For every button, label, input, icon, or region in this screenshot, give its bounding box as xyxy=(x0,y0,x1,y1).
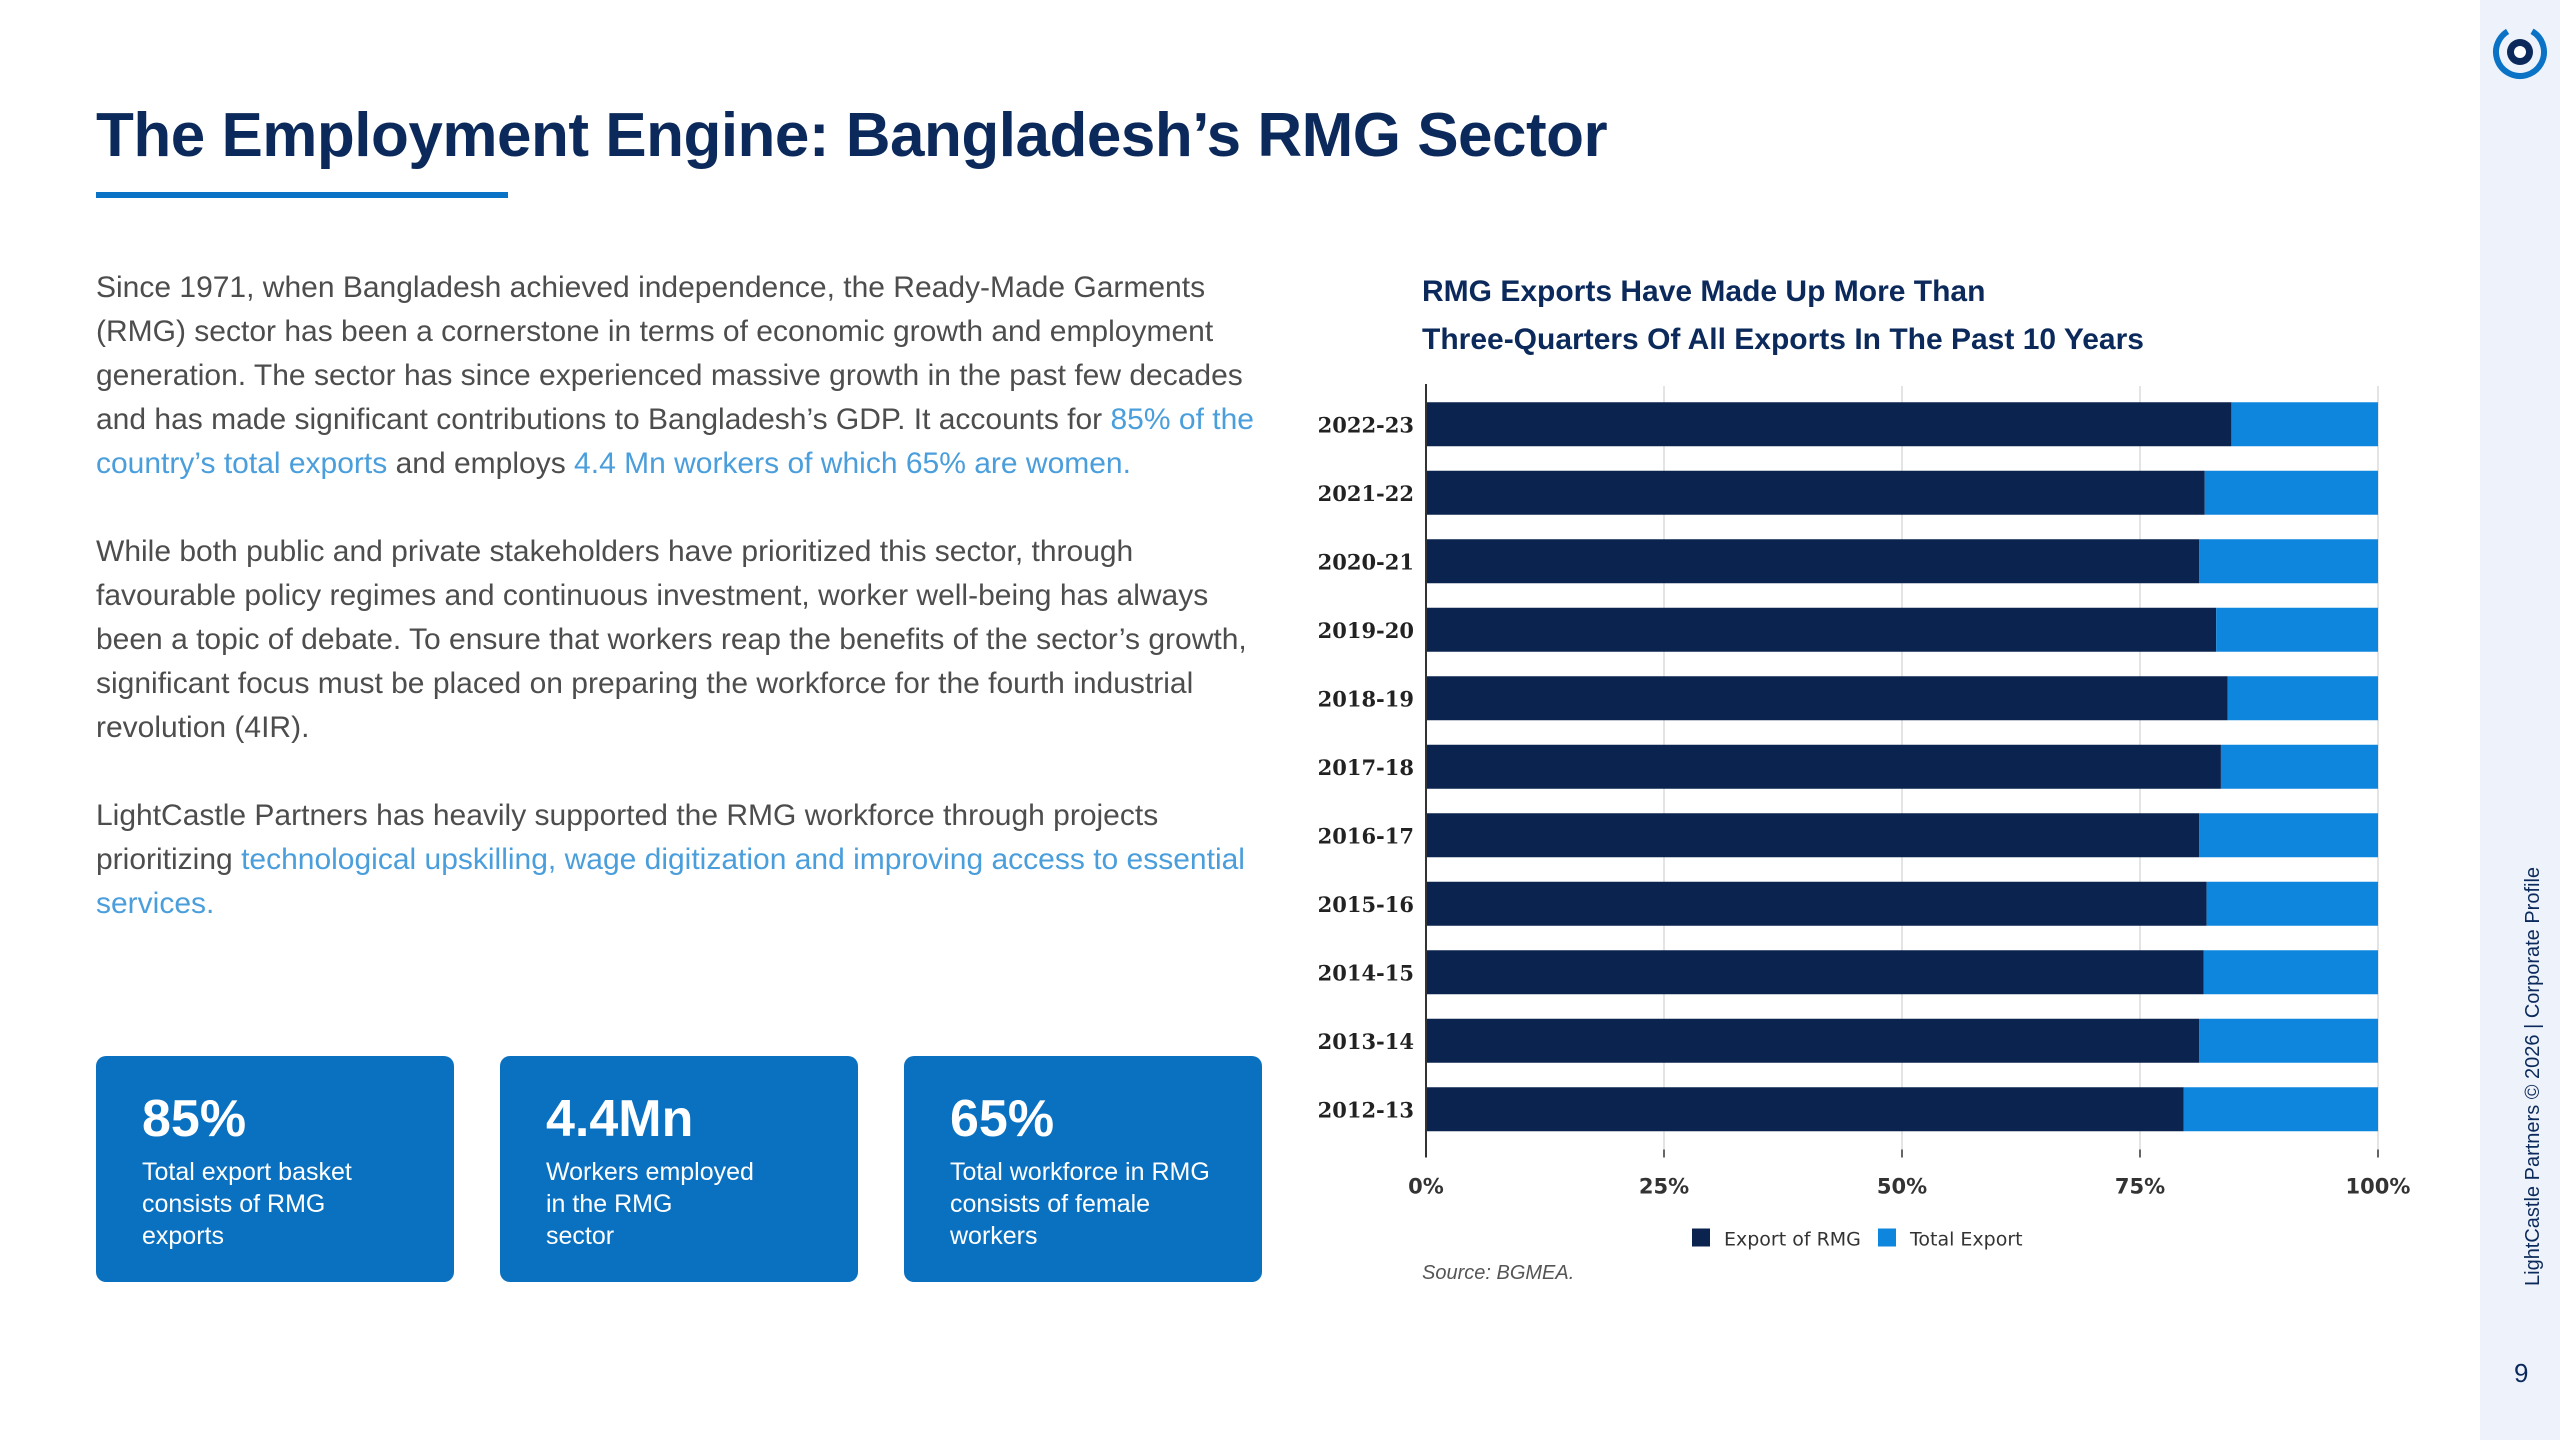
bar-rmg-2014-15 xyxy=(1426,950,2204,995)
bar-total-2021-22 xyxy=(2204,470,2378,515)
bar-total-2018-19 xyxy=(2227,676,2378,721)
bar-total-2022-23 xyxy=(2231,402,2378,447)
lightcastle-logo-icon xyxy=(2493,25,2547,79)
y-tick-label: 2020-21 xyxy=(1318,549,1414,574)
bar-total-2014-15 xyxy=(2203,950,2378,995)
y-tick-label: 2013-14 xyxy=(1318,1029,1414,1054)
stat-value: 4.4Mn xyxy=(546,1090,694,1148)
y-tick-label: 2019-20 xyxy=(1318,618,1414,643)
x-tick-label: 0% xyxy=(1408,1175,1444,1199)
highlight-workers: 4.4 Mn workers of which 65% are women. xyxy=(574,447,1131,480)
y-tick-label: 2021-22 xyxy=(1318,481,1414,506)
paragraph-3-text: LightCastle Partners has heavily support… xyxy=(96,799,1159,876)
paragraph-1-text-b: and employs xyxy=(387,447,575,480)
bar-total-2012-13 xyxy=(2183,1087,2378,1132)
x-tick-label: 100% xyxy=(2346,1175,2411,1199)
bar-total-2015-16 xyxy=(2206,881,2378,926)
paragraph-1-text-a: Since 1971, when Bangladesh achieved ind… xyxy=(96,271,1243,436)
y-tick-label: 2014-15 xyxy=(1318,960,1414,985)
x-tick-label: 75% xyxy=(2115,1175,2165,1199)
y-tick-label: 2018-19 xyxy=(1318,686,1414,711)
chart-title: RMG Exports Have Made Up More Than Three… xyxy=(1422,268,2182,364)
bar-total-2016-17 xyxy=(2199,813,2378,858)
stat-caption: Workers employed in the RMG sector xyxy=(546,1158,754,1250)
bar-rmg-2019-20 xyxy=(1426,607,2217,652)
bar-rmg-2020-21 xyxy=(1426,539,2200,584)
bar-rmg-2016-17 xyxy=(1426,813,2200,858)
legend-label: Total Export xyxy=(1909,1229,2023,1251)
title-underline xyxy=(96,192,508,198)
y-tick-label: 2017-18 xyxy=(1318,755,1414,780)
bar-rmg-2018-19 xyxy=(1426,676,2228,721)
stat-card-exports: 85% Total export basket consists of RMG … xyxy=(96,1056,454,1282)
y-tick-label: 2015-16 xyxy=(1318,892,1414,917)
stat-value: 65% xyxy=(950,1090,1055,1148)
rmg-export-chart: 2022-23 2021-22 2020-21 2019-20 2018-19 2017-… xyxy=(1318,384,2411,1251)
bar-total-2019-20 xyxy=(2216,607,2378,652)
bar-total-2013-14 xyxy=(2199,1018,2378,1063)
paragraph-3: LightCastle Partners has heavily support… xyxy=(96,794,1276,926)
paragraph-2: While both public and private stakeholde… xyxy=(96,535,1247,744)
bar-rmg-2022-23 xyxy=(1426,402,2232,447)
stat-caption: Total export basket consists of RMG expo… xyxy=(142,1158,352,1250)
footer-copyright: LightCastle Partners © 2026 | Corporate … xyxy=(2522,866,2544,1286)
highlight-exports: 85% of the country’s total exports xyxy=(96,403,1254,480)
highlight-projects: technological upskilling, wage digitizat… xyxy=(96,843,1245,920)
bar-rmg-2017-18 xyxy=(1426,744,2221,789)
y-tick-label: 2012-13 xyxy=(1318,1097,1414,1122)
x-tick-label: 50% xyxy=(1877,1175,1927,1199)
y-tick-label: 2022-23 xyxy=(1318,412,1414,437)
paragraph-1: Since 1971, when Bangladesh achieved ind… xyxy=(96,266,1276,486)
legend-swatch-rmg xyxy=(1692,1228,1710,1247)
bar-rmg-2013-14 xyxy=(1426,1018,2200,1063)
legend-swatch-total xyxy=(1878,1228,1896,1247)
page-number: 9 xyxy=(2514,1358,2529,1388)
bar-rmg-2015-16 xyxy=(1426,881,2207,926)
right-sidebar xyxy=(2480,0,2560,1440)
x-tick-label: 25% xyxy=(1639,1175,1689,1199)
legend-label: Export of RMG xyxy=(1724,1229,1861,1251)
page-title: The Employment Engine: Bangladesh’s RMG … xyxy=(96,101,1608,170)
chart-title-line-2: Three-Quarters Of All Exports In The Pas… xyxy=(1422,323,2144,356)
y-tick-label: 2016-17 xyxy=(1318,823,1414,848)
stat-card-women: 65% Total workforce in RMG consists of f… xyxy=(904,1056,1262,1282)
body-text: Since 1971, when Bangladesh achieved ind… xyxy=(96,266,1276,970)
bar-rmg-2012-13 xyxy=(1426,1087,2184,1132)
chart-source: Source: BGMEA. xyxy=(1422,1262,1575,1284)
stat-value: 85% xyxy=(142,1090,247,1148)
stat-card-workers: 4.4Mn Workers employed in the RMG sector xyxy=(500,1056,858,1282)
bar-total-2020-21 xyxy=(2199,539,2378,584)
stat-caption: Total workforce in RMG consists of femal… xyxy=(950,1158,1210,1250)
chart-title-line-1: RMG Exports Have Made Up More Than xyxy=(1422,275,1986,308)
bar-total-2017-18 xyxy=(2220,744,2378,789)
bar-rmg-2021-22 xyxy=(1426,470,2205,515)
